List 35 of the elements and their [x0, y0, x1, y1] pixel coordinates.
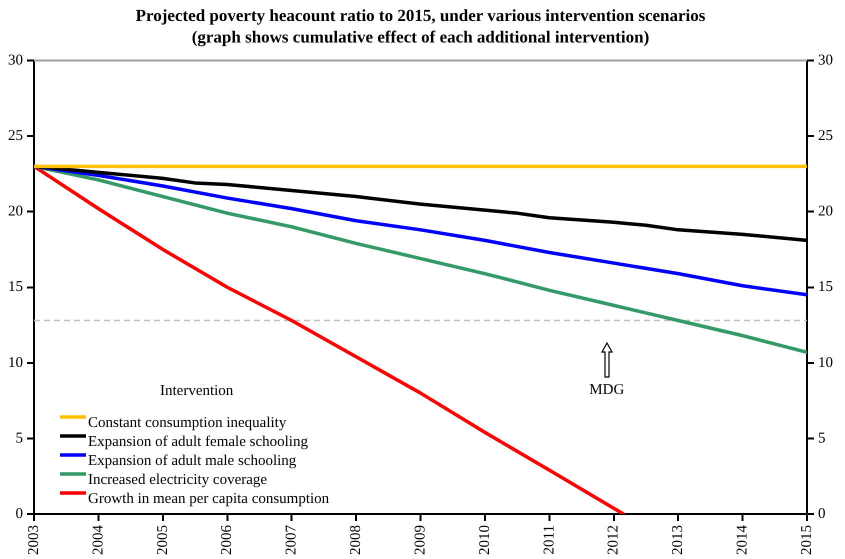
x-tick-label: 2014 [734, 524, 751, 555]
x-tick-label: 2006 [219, 524, 236, 555]
x-tick-label: 2013 [670, 525, 686, 555]
y-tick-label: 0 [16, 506, 23, 522]
y2-tick-label: 20 [818, 204, 833, 220]
chart-title: Projected poverty heacount ratio to 2015, under various intervention scenarios (graph shows cumulative effect of each additional intervention) [136, 6, 706, 46]
y-tick-label: 10 [8, 354, 23, 371]
y-tick-label: 25 [8, 128, 23, 144]
annotation: MDG [589, 382, 624, 398]
x-tick-label: 2004 [90, 524, 106, 555]
legend-label: Expansion of adult female schooling [88, 434, 308, 450]
x-tick-label: 2011 [541, 525, 558, 554]
y2-tick-label: 15 [818, 279, 833, 296]
x-tick-label: 2005 [154, 525, 171, 555]
y2-tick-label: 0 [818, 506, 826, 522]
y2-tick-label: 30 [818, 52, 833, 68]
x-tick-label: 2009 [412, 525, 428, 555]
x-tick-label: 2015 [798, 525, 815, 555]
y-tick-label: 5 [16, 430, 23, 446]
y2-tick-label: 10 [818, 354, 833, 371]
legend-title: Intervention [160, 382, 234, 399]
y-tick-label: 20 [8, 204, 23, 220]
legend-label: Constant consumption inequality [88, 414, 287, 431]
y2-tick-label: 5 [818, 430, 826, 446]
legend-label: Increased electricity coverage [88, 472, 268, 488]
x-tick-label: 2008 [348, 525, 364, 555]
legend-label: Expansion of adult male schooling [88, 452, 297, 469]
legend-label: Growth in mean per capita consumption [88, 490, 330, 507]
y-tick-label: 15 [8, 279, 23, 296]
y2-tick-label: 25 [818, 128, 833, 144]
y-tick-label: 30 [8, 52, 23, 68]
x-tick-label: 2010 [476, 525, 493, 555]
x-tick-label: 2007 [284, 524, 300, 555]
x-tick-label: 2003 [26, 525, 42, 555]
x-tick-label: 2012 [606, 525, 622, 555]
